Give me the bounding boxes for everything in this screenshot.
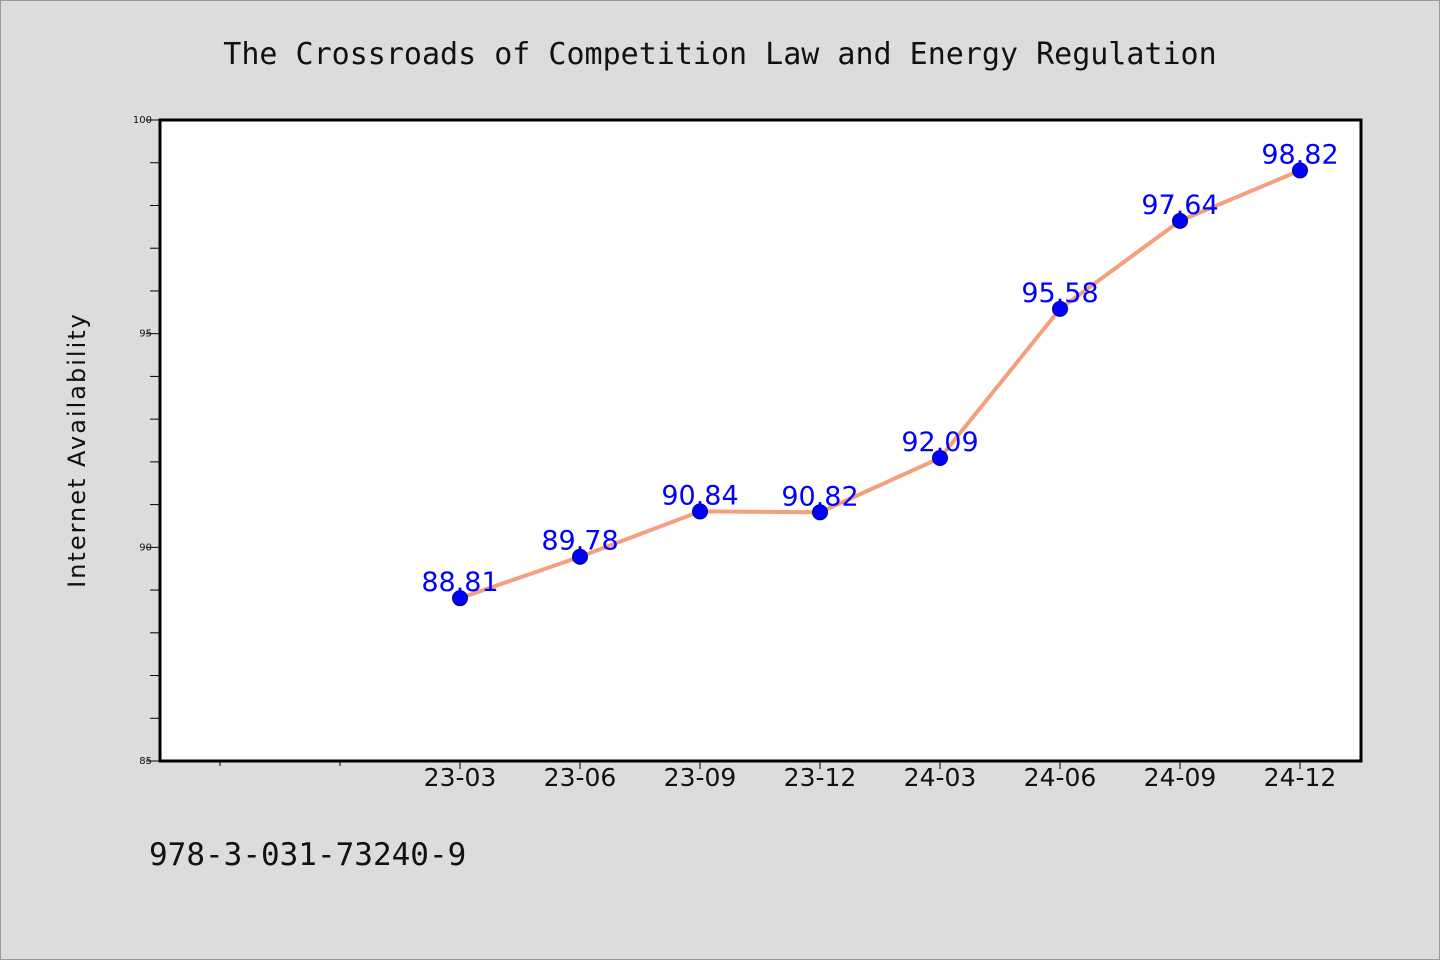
data-label: 98.82 [1261, 139, 1338, 170]
series-layer [452, 162, 1308, 607]
x-tick-label: 23-06 [544, 763, 617, 792]
y-axis: 85 90 95 100 [133, 115, 160, 767]
data-label: 89.78 [541, 526, 618, 557]
chart-title: The Crossroads of Competition Law and En… [223, 37, 1216, 72]
y-tick-label: 90 [139, 542, 152, 553]
data-label: 95.58 [1021, 278, 1098, 309]
data-point [932, 450, 948, 467]
x-tick-label: 23-12 [784, 763, 857, 792]
data-label: 90.82 [781, 481, 858, 512]
data-label: 90.84 [661, 480, 738, 511]
data-point [452, 590, 468, 607]
x-axis: 23-03 23-06 23-09 23-12 24-03 24-06 24-09 24-12 [219, 761, 1337, 792]
data-label: 88.81 [421, 567, 498, 598]
x-tick-label: 24-03 [904, 763, 977, 792]
data-point [1292, 162, 1308, 179]
data-point [1172, 212, 1188, 229]
data-point [812, 504, 828, 521]
data-point [1052, 300, 1068, 317]
x-tick-label: 23-03 [424, 763, 497, 792]
y-tick-label: 100 [133, 115, 152, 126]
data-label: 97.64 [1141, 190, 1218, 221]
y-tick-label: 85 [139, 756, 152, 767]
x-tick-label: 24-09 [1144, 763, 1217, 792]
x-tick-label: 24-12 [1264, 763, 1337, 792]
data-point [692, 503, 708, 520]
y-tick-label: 95 [139, 329, 152, 340]
data-label: 92.09 [901, 427, 978, 458]
data-point [572, 548, 588, 565]
footer-isbn: 978-3-031-73240-9 [149, 837, 466, 873]
x-tick-label: 23-09 [664, 763, 737, 792]
y-axis-label: Internet Availability [63, 312, 91, 588]
series-line [458, 168, 1302, 601]
data-labels: 88.81 89.78 90.84 90.82 92.09 95.58 97.64 98.82 [421, 139, 1338, 598]
plot-area [158, 118, 1363, 763]
x-tick-label: 24-06 [1024, 763, 1097, 792]
